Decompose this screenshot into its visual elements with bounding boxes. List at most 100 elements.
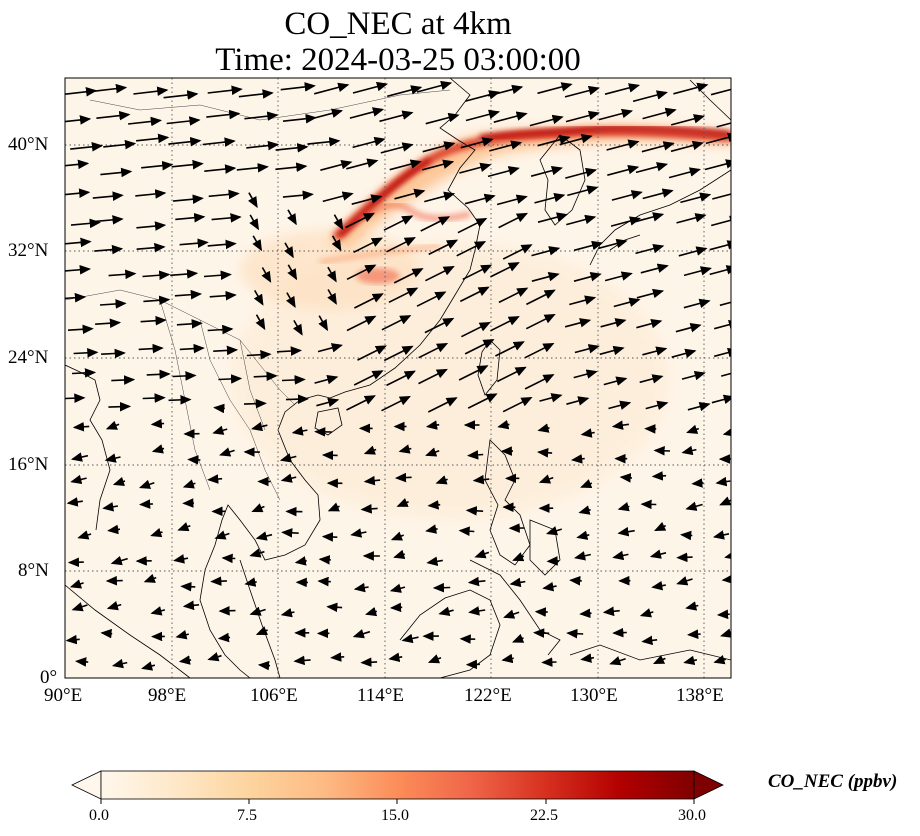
wind-vector-arrow — [425, 112, 460, 125]
wind-vector-arrow — [281, 528, 299, 538]
wind-vector-arrow — [389, 159, 422, 171]
wind-vector-arrow — [709, 265, 731, 276]
wind-vector-arrow — [458, 365, 489, 381]
wind-vector-arrow — [360, 504, 378, 514]
wind-vector-arrow — [713, 655, 727, 665]
wind-vector-arrow — [75, 657, 89, 667]
wind-vector-arrow — [642, 346, 668, 356]
wind-vector-arrow — [246, 140, 280, 151]
wind-vector-arrow — [252, 235, 262, 252]
wind-vector-arrow — [680, 530, 693, 541]
wind-vector-arrow — [668, 167, 701, 179]
wind-vector-arrow — [249, 548, 265, 558]
wind-vector-arrow — [285, 394, 310, 404]
wind-vector-arrow — [606, 139, 640, 151]
wind-vector-arrow — [425, 420, 440, 430]
wind-vector-arrow — [365, 606, 378, 617]
wind-vector-arrow — [151, 444, 165, 454]
wind-vector-arrow — [609, 656, 626, 666]
wind-vector-arrow — [461, 321, 491, 338]
wind-vector-arrow — [221, 553, 236, 564]
wind-vector-arrow — [633, 212, 665, 223]
wind-vector-arrow — [712, 193, 731, 200]
wind-vector-arrow — [381, 315, 412, 331]
colorbar — [71, 770, 724, 804]
wind-vector-arrow — [330, 652, 345, 662]
wind-vector-arrow — [495, 341, 525, 357]
wind-vector-arrow — [150, 606, 166, 616]
wind-vector-arrow — [327, 289, 337, 305]
wind-vector-arrow — [128, 116, 162, 127]
wind-vector-arrow — [680, 192, 712, 204]
wind-vector-arrow — [502, 396, 533, 413]
wind-vector-arrow — [573, 369, 598, 379]
wind-vector-arrow — [715, 476, 731, 487]
wind-vector-arrow — [317, 576, 331, 587]
wind-vector-arrow — [71, 602, 88, 612]
wind-vector-arrow — [424, 317, 455, 334]
wind-vector-arrow — [293, 655, 311, 666]
wind-vector-arrow — [383, 345, 414, 362]
wind-vector-arrow — [721, 574, 731, 584]
wind-vector-arrow — [418, 342, 449, 359]
wind-vector-arrow — [642, 188, 674, 200]
wind-vector-arrow — [566, 214, 597, 226]
wind-vector-arrow — [465, 109, 501, 122]
wind-vector-arrow — [386, 237, 416, 253]
wind-vector-arrow — [467, 393, 498, 409]
wind-vector-arrow — [65, 292, 87, 303]
wind-vector-arrow — [282, 190, 314, 200]
wind-vector-arrow — [389, 583, 406, 593]
wind-vector-arrow — [468, 606, 486, 616]
wind-vector-arrow — [360, 657, 378, 667]
wind-vector-arrow — [678, 246, 708, 257]
wind-vector-arrow — [168, 395, 192, 405]
wind-vector-arrow — [236, 162, 269, 173]
wind-vector-arrow — [292, 320, 303, 336]
wind-vector-arrow — [318, 555, 331, 565]
wind-vector-arrow — [65, 264, 91, 275]
wind-vector-arrow — [683, 266, 712, 277]
wind-vector-arrow — [534, 192, 566, 204]
wind-vector-arrow — [496, 194, 528, 206]
wind-vector-arrow — [578, 505, 591, 515]
wind-vector-arrow — [386, 85, 423, 98]
wind-vector-arrow — [435, 475, 448, 485]
wind-vector-arrow — [182, 479, 196, 489]
wind-vector-arrow — [70, 142, 104, 152]
wind-vector-arrow — [635, 162, 669, 174]
wind-vector-arrow — [314, 374, 339, 385]
wind-vector-arrow — [641, 635, 658, 646]
wind-vector-arrow — [280, 82, 316, 92]
wind-vector-arrow — [276, 346, 302, 356]
wind-vector-arrow — [381, 395, 411, 412]
wind-vector-arrow — [389, 602, 403, 613]
wind-vector-arrow — [422, 141, 456, 153]
wind-vector-arrow — [496, 366, 527, 383]
wind-vector-arrow — [179, 238, 209, 248]
wind-vector-arrow — [203, 270, 232, 281]
lat-tick-label: 40°N — [8, 134, 49, 155]
wind-vector-arrow — [211, 213, 242, 223]
wind-vector-arrow — [388, 287, 419, 304]
wind-vector-arrow — [531, 272, 560, 282]
wind-vector-arrow — [649, 549, 667, 559]
wind-vector-arrow — [529, 114, 564, 127]
wind-vector-arrow — [487, 166, 520, 178]
wind-vector-arrow — [421, 159, 455, 171]
wind-vector-arrow — [345, 212, 376, 229]
wind-vector-arrow — [65, 188, 91, 198]
wind-vector-arrow — [353, 237, 384, 254]
wind-vector-arrow — [175, 212, 206, 223]
wind-vector-arrow — [247, 192, 258, 209]
wind-vector-arrow — [393, 268, 424, 284]
wind-vector-arrow — [642, 107, 677, 120]
wind-vector-arrow — [396, 498, 409, 507]
wind-vector-arrow — [136, 133, 170, 144]
wind-vector-arrow — [564, 318, 592, 328]
wind-vector-arrow — [533, 628, 550, 638]
wind-vector-arrow — [180, 581, 196, 592]
wind-vector-arrow — [457, 217, 488, 234]
wind-vector-arrow — [580, 479, 593, 489]
wind-vector-arrow — [65, 159, 90, 170]
